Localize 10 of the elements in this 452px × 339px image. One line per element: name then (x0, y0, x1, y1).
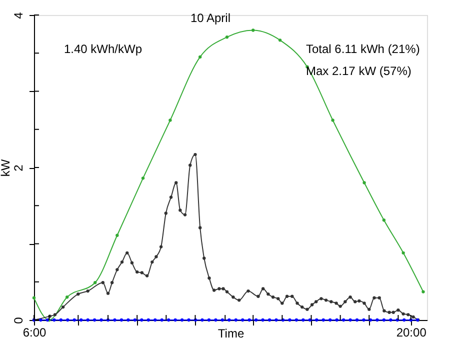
annotation: 1.40 kWh/kWp (64, 42, 142, 56)
x-tick-label: 20:00 (396, 326, 427, 339)
y-tick-label: 0 (12, 316, 26, 324)
x-tick-label: 6:00 (22, 326, 46, 339)
y-tick-label: 2 (12, 164, 26, 172)
y-tick-label: 4 (12, 12, 26, 19)
x-axis-title: Time (218, 326, 244, 339)
chart-title: 10 April (190, 11, 231, 25)
y-axis-title: kW (0, 158, 12, 177)
annotation: Total 6.11 kWh (21%) (306, 42, 420, 56)
